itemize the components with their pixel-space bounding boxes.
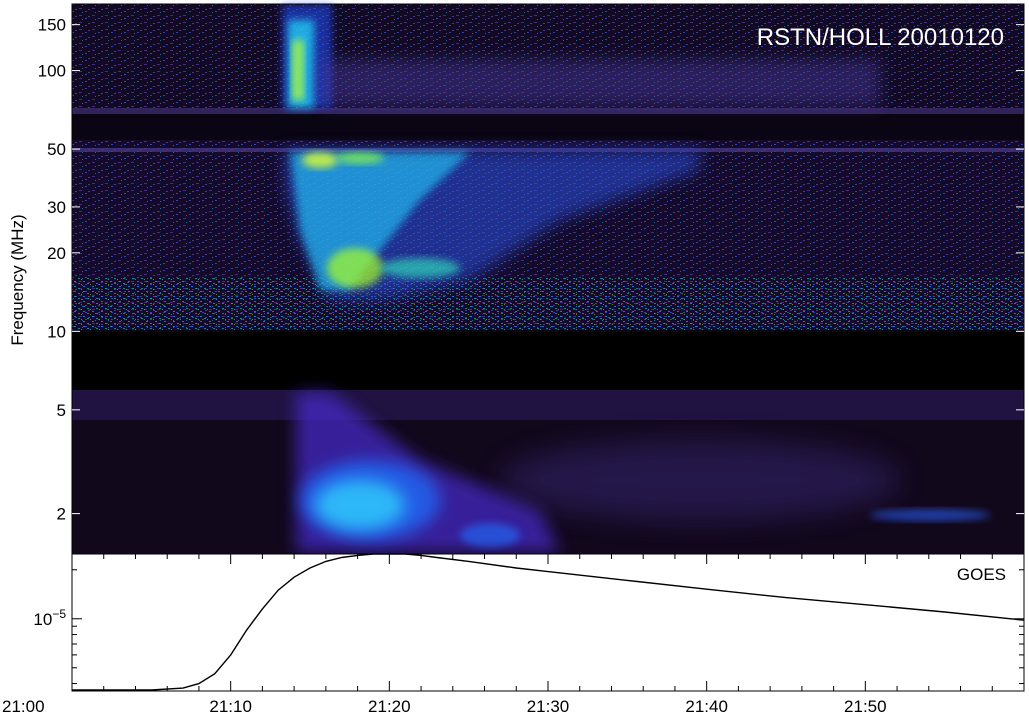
spectrogram-y-tick-label: 50 — [47, 140, 66, 159]
band-upper-edge — [72, 108, 1024, 114]
goes-flux-line — [72, 553, 1025, 691]
band-middle-noise-bright — [72, 278, 1024, 330]
goes-x-tick-label: 21:00 — [2, 697, 45, 716]
goes-frame — [71, 553, 1025, 692]
burst-middle — [284, 150, 700, 300]
spectrogram-y-tick-label: 20 — [47, 244, 66, 263]
spectrogram-y-tick-label: 150 — [38, 16, 66, 35]
goes-title: GOES — [957, 565, 1006, 584]
spectrogram-panel: 2 5 10 20 30 50 100 150 Frequency (MHz) RSTN/HO… — [8, 3, 1025, 555]
goes-x-tick-label: 21:30 — [527, 697, 570, 716]
spectrogram-y-axis: 2 5 10 20 30 50 100 150 — [38, 16, 1024, 524]
spectrogram-y-tick-label: 10 — [47, 322, 66, 341]
spectrogram-y-tick-label: 30 — [47, 198, 66, 217]
goes-y-axis: 10−5 — [33, 569, 1024, 685]
goes-x-tick-label: 21:10 — [209, 697, 252, 716]
spectrogram-y-axis-label: Frequency (MHz) — [8, 214, 27, 345]
goes-panel: 10−5 21:00 21:10 21:20 21:30 21:40 21:50 GOES — [2, 553, 1025, 716]
spectrogram-y-tick-label: 2 — [57, 505, 66, 524]
burst-upper — [282, 4, 880, 108]
goes-x-tick-label: 21:20 — [368, 697, 411, 716]
spectrogram-title: RSTN/HOLL 20010120 — [757, 24, 1004, 51]
band-gap — [72, 332, 1024, 390]
goes-y-tick-label: 10−5 — [33, 607, 66, 629]
goes-x-tick-label: 21:40 — [685, 697, 728, 716]
spectrogram-y-tick-label: 100 — [38, 62, 66, 81]
goes-x-tick-label: 21:50 — [844, 697, 887, 716]
spectrogram-y-tick-label: 5 — [57, 401, 66, 420]
burst-lower — [296, 392, 990, 552]
goes-x-axis: 21:00 21:10 21:20 21:30 21:40 21:50 — [2, 554, 1025, 716]
band-lower-top — [72, 390, 1024, 420]
